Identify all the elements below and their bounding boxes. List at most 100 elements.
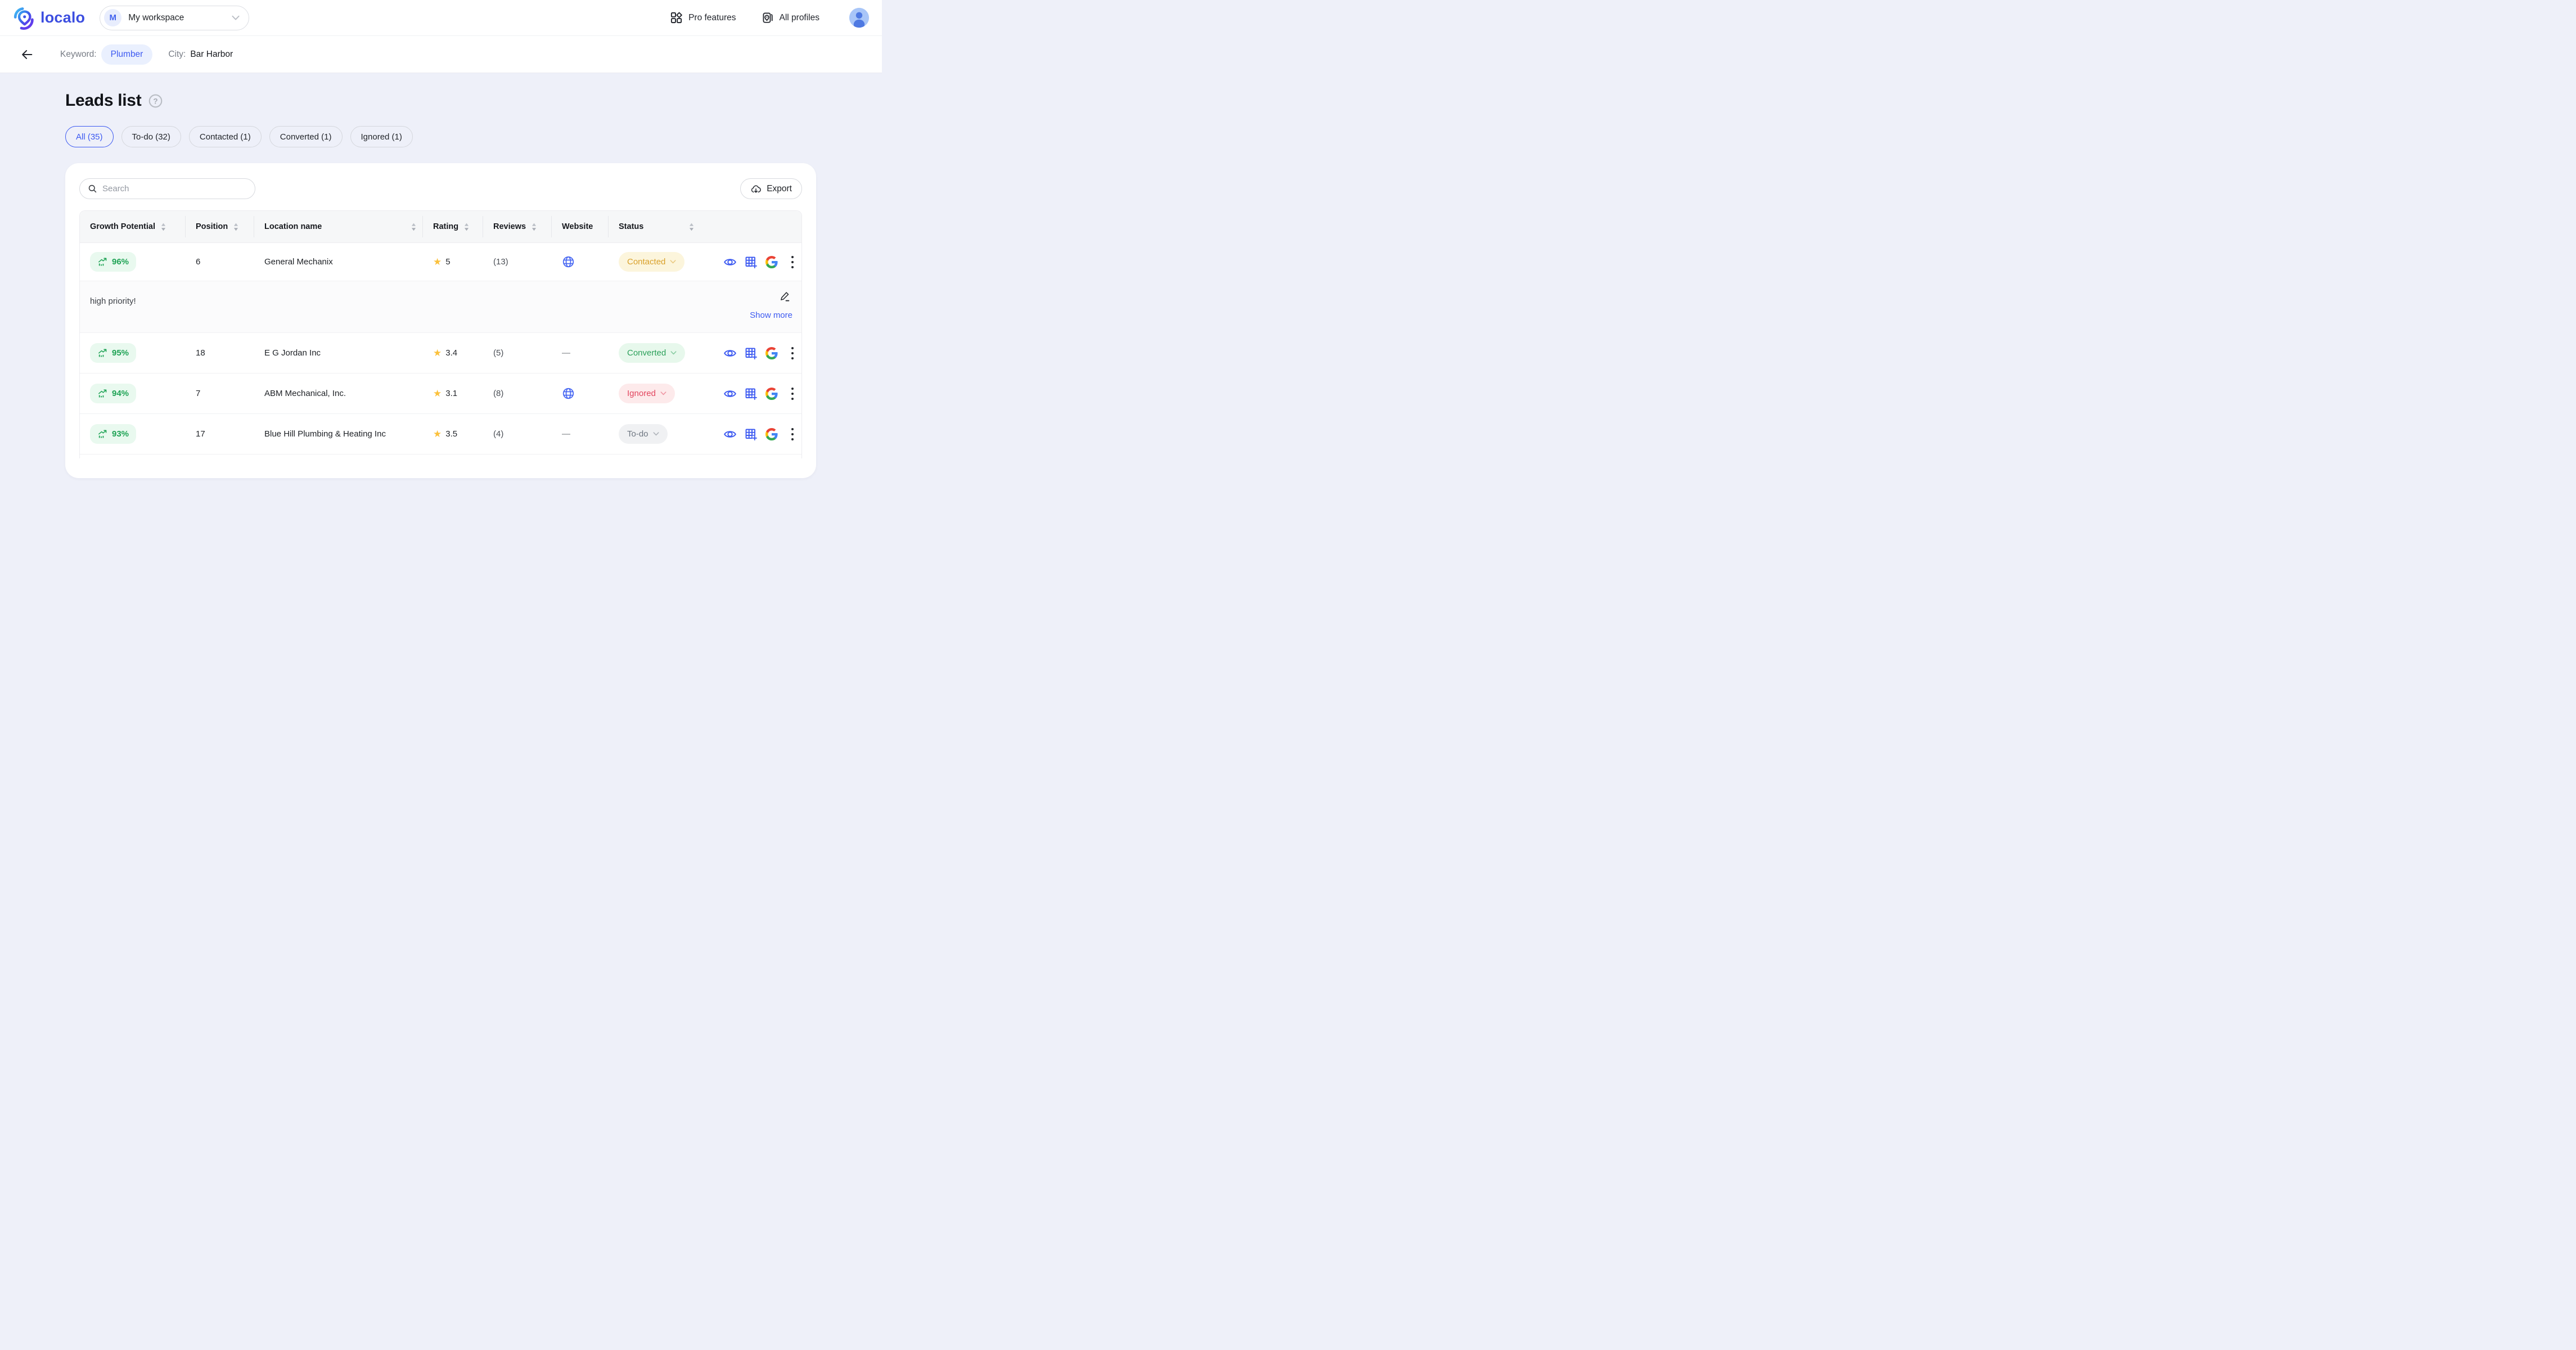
row-menu-button[interactable]: [786, 428, 794, 441]
row-menu-button[interactable]: [786, 346, 794, 360]
row-menu-button[interactable]: [786, 255, 794, 269]
all-profiles-label: All profiles: [780, 13, 820, 23]
top-nav: Pro features All profiles: [670, 7, 870, 28]
row-actions: [701, 255, 801, 269]
search-icon: [88, 184, 97, 194]
preview-button[interactable]: [723, 346, 737, 360]
status-cell: Converted: [609, 343, 701, 363]
add-to-table-button[interactable]: [744, 428, 758, 441]
preview-button[interactable]: [723, 428, 737, 441]
workspace-select[interactable]: M My workspace: [100, 6, 249, 30]
export-button[interactable]: Export: [740, 178, 802, 199]
rating-cell: ★3.5: [423, 429, 483, 440]
pro-features-button[interactable]: Pro features: [670, 11, 736, 24]
growth-potential-cell: 96%: [80, 252, 186, 272]
reviews-cell: (5): [483, 348, 552, 358]
growth-potential-badge: 93%: [90, 424, 136, 444]
trending-up-icon: [97, 256, 108, 267]
preview-button[interactable]: [723, 255, 737, 269]
growth-potential-value: 96%: [112, 257, 129, 267]
note-text: high priority!: [90, 289, 136, 326]
edit-note-button[interactable]: [777, 289, 792, 305]
localo-logo[interactable]: localo: [11, 5, 85, 31]
keyword-label: Keyword:: [60, 50, 97, 60]
website-globe-icon[interactable]: [562, 255, 575, 268]
rating-cell: ★3.4: [423, 348, 483, 359]
google-maps-button[interactable]: [765, 346, 778, 360]
preview-button[interactable]: [723, 387, 737, 400]
status-badge[interactable]: Converted: [619, 343, 685, 363]
sort-icon: [411, 223, 416, 231]
growth-potential-value: 95%: [112, 348, 129, 358]
main-content: Leads list All (35) To-do (32) Contacted (…: [0, 91, 882, 478]
all-profiles-button[interactable]: All profiles: [761, 11, 820, 24]
add-to-table-button[interactable]: [744, 387, 758, 400]
add-to-table-button[interactable]: [744, 346, 758, 360]
reviews-cell: (13): [483, 257, 552, 267]
column-header-location-name[interactable]: Location name: [254, 211, 423, 242]
page-head: Leads list: [65, 91, 817, 110]
kebab-menu-icon: [791, 387, 794, 400]
show-more-link[interactable]: Show more: [750, 310, 792, 320]
growth-potential-badge: 94%: [90, 384, 136, 403]
google-icon: [765, 387, 778, 400]
status-badge[interactable]: Ignored: [619, 384, 675, 403]
star-icon: ★: [433, 429, 442, 440]
eye-icon: [723, 346, 737, 360]
filter-tab-ignored-1[interactable]: Ignored (1): [350, 126, 413, 147]
status-filter-tabs: All (35) To-do (32) Contacted (1) Converted…: [65, 126, 817, 147]
location-name-cell: Blue Hill Plumbing & Heating Inc: [254, 429, 423, 439]
column-header-reviews[interactable]: Reviews: [483, 211, 552, 242]
google-maps-button[interactable]: [765, 255, 778, 269]
filter-tab-contacted-1[interactable]: Contacted (1): [189, 126, 262, 147]
status-label: Contacted: [627, 257, 665, 267]
chevron-down-icon: [670, 260, 676, 264]
filter-tab-to-do-32[interactable]: To-do (32): [121, 126, 181, 147]
status-badge[interactable]: Contacted: [619, 252, 684, 272]
card-toolbar: Export: [65, 163, 816, 210]
column-header-label: Rating: [433, 222, 458, 231]
location-name-cell: ABM Mechanical, Inc.: [254, 389, 423, 398]
user-avatar[interactable]: [849, 7, 870, 28]
column-header-growth-potential[interactable]: Growth Potential: [80, 211, 186, 242]
row-actions: [701, 346, 801, 360]
chevron-down-icon: [653, 432, 659, 436]
reviews-cell: (4): [483, 429, 552, 439]
leads-table: Growth PotentialPositionLocation name Rat…: [79, 210, 802, 458]
chevron-down-icon: [670, 351, 677, 355]
context-bar: Keyword: Plumber City: Bar Harbor: [0, 36, 882, 73]
note-actions: Show more: [750, 289, 792, 326]
row-menu-button[interactable]: [786, 387, 794, 400]
table-row: 94%7ABM Mechanical, Inc.★3.1(8)Ignored: [80, 373, 801, 413]
add-to-table-button[interactable]: [744, 255, 758, 269]
google-maps-button[interactable]: [765, 428, 778, 441]
lead-note-row: high priority! Show more: [80, 281, 801, 332]
profiles-icon: [761, 11, 774, 24]
status-cell: To-do: [609, 424, 701, 444]
search-box: [79, 178, 255, 199]
website-cell: —: [552, 348, 609, 358]
eye-icon: [723, 255, 737, 269]
cloud-download-icon: [750, 183, 762, 195]
search-input[interactable]: [102, 184, 247, 194]
top-bar: localo M My workspace Pro features All p…: [0, 0, 882, 36]
column-header-status[interactable]: Status: [609, 211, 701, 242]
filter-tab-converted-1[interactable]: Converted (1): [269, 126, 343, 147]
column-header-rating[interactable]: Rating: [423, 211, 483, 242]
help-icon[interactable]: [148, 94, 163, 108]
star-icon: ★: [433, 256, 442, 268]
keyword-value-pill[interactable]: Plumber: [101, 44, 153, 65]
column-header-position[interactable]: Position: [186, 211, 254, 242]
status-badge[interactable]: To-do: [619, 424, 668, 444]
position-cell: 17: [186, 429, 254, 439]
table-plus-icon: [744, 346, 758, 360]
back-button[interactable]: [20, 47, 35, 62]
google-maps-button[interactable]: [765, 387, 778, 400]
table-body: 96%6General Mechanix★5(13)Contactedhigh …: [80, 242, 801, 458]
page-title: Leads list: [65, 91, 141, 110]
filter-tab-all-35[interactable]: All (35): [65, 126, 114, 147]
website-globe-icon[interactable]: [562, 387, 575, 400]
table-row: 93% 17Blue Hill Plumbing & Heating Inc★3.…: [80, 413, 801, 454]
workspace-avatar: M: [104, 9, 121, 26]
position-cell: 7: [186, 389, 254, 398]
